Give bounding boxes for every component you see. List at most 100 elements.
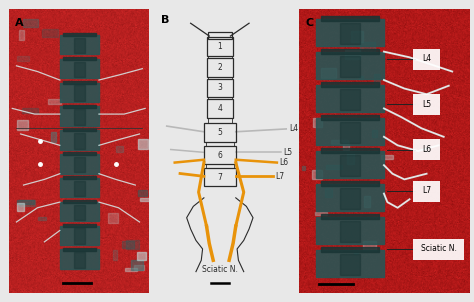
Bar: [63, 104, 96, 108]
Bar: [73, 252, 85, 268]
Bar: [48, 99, 62, 104]
Bar: [316, 250, 384, 277]
Bar: [204, 146, 236, 164]
Bar: [321, 68, 336, 78]
Bar: [321, 50, 379, 54]
Bar: [316, 184, 384, 211]
Bar: [19, 200, 36, 206]
Bar: [137, 139, 148, 149]
FancyBboxPatch shape: [413, 49, 440, 69]
Bar: [339, 155, 360, 176]
Bar: [331, 140, 348, 144]
Bar: [19, 30, 24, 40]
Bar: [63, 200, 96, 203]
Bar: [325, 188, 332, 197]
Bar: [207, 37, 233, 56]
Bar: [301, 166, 305, 170]
Text: 2: 2: [218, 63, 222, 72]
Bar: [73, 157, 85, 172]
Bar: [359, 76, 363, 79]
Bar: [326, 165, 343, 169]
Bar: [63, 248, 96, 251]
Bar: [51, 133, 56, 142]
Bar: [17, 200, 34, 204]
Bar: [339, 89, 360, 111]
Bar: [351, 31, 363, 41]
Bar: [63, 224, 96, 227]
Bar: [346, 153, 354, 164]
Bar: [63, 57, 96, 60]
Bar: [381, 155, 393, 159]
Bar: [63, 128, 96, 131]
Bar: [125, 268, 137, 271]
Bar: [73, 85, 85, 101]
Bar: [354, 250, 358, 254]
Bar: [126, 239, 139, 249]
Text: 5: 5: [218, 128, 222, 137]
Bar: [22, 108, 38, 113]
FancyBboxPatch shape: [413, 139, 440, 160]
Text: A: A: [15, 18, 24, 27]
Bar: [321, 148, 379, 153]
Bar: [63, 176, 96, 179]
Bar: [113, 250, 118, 260]
Text: C: C: [305, 18, 314, 27]
Text: L7: L7: [422, 186, 431, 195]
Bar: [108, 213, 118, 223]
Bar: [60, 35, 99, 54]
Bar: [339, 122, 360, 143]
Bar: [37, 217, 46, 220]
Bar: [339, 188, 360, 210]
Bar: [60, 202, 99, 221]
Text: Sciatic N.: Sciatic N.: [420, 244, 456, 253]
Bar: [60, 106, 99, 126]
Text: L7: L7: [275, 172, 285, 181]
Bar: [17, 56, 29, 61]
Bar: [63, 152, 96, 155]
Bar: [321, 16, 379, 21]
Bar: [316, 217, 384, 244]
Bar: [373, 130, 376, 137]
Bar: [207, 58, 233, 77]
Bar: [374, 74, 380, 84]
Bar: [208, 32, 232, 39]
Bar: [73, 229, 85, 244]
Bar: [131, 260, 143, 270]
Bar: [360, 42, 375, 52]
Bar: [339, 221, 360, 243]
Bar: [116, 146, 123, 152]
Bar: [207, 99, 233, 117]
Bar: [316, 85, 384, 112]
Bar: [315, 212, 327, 215]
Bar: [207, 79, 233, 97]
Bar: [73, 109, 85, 125]
Bar: [17, 120, 28, 130]
Bar: [63, 33, 96, 36]
Bar: [312, 169, 322, 179]
Bar: [73, 205, 85, 220]
Text: 6: 6: [218, 151, 222, 160]
Text: Sciatic N.: Sciatic N.: [202, 265, 238, 275]
Bar: [60, 130, 99, 150]
Bar: [321, 214, 379, 219]
Bar: [60, 178, 99, 198]
FancyBboxPatch shape: [413, 239, 464, 260]
Bar: [313, 118, 322, 127]
Text: L6: L6: [422, 145, 431, 154]
Bar: [134, 265, 145, 270]
Text: L4: L4: [289, 124, 298, 133]
Bar: [364, 196, 370, 207]
Bar: [60, 249, 99, 269]
Text: 4: 4: [218, 104, 222, 113]
Text: 1: 1: [218, 42, 222, 51]
Bar: [321, 115, 379, 120]
Bar: [343, 142, 349, 149]
Bar: [73, 181, 85, 196]
Bar: [60, 82, 99, 102]
Bar: [321, 247, 379, 252]
Bar: [73, 38, 85, 53]
Bar: [73, 133, 85, 149]
Text: L6: L6: [280, 158, 289, 167]
FancyBboxPatch shape: [413, 181, 440, 201]
Bar: [73, 62, 85, 77]
